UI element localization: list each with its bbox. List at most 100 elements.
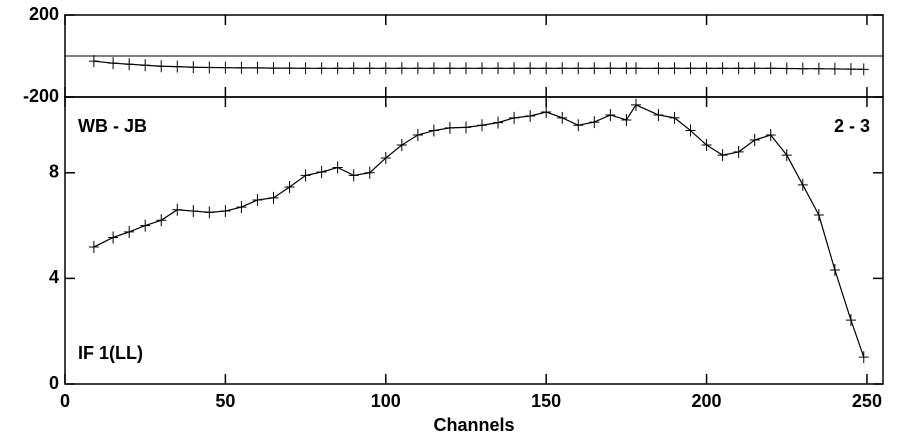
data-point: [124, 225, 135, 238]
data-point: [396, 62, 407, 75]
data-point: [477, 119, 488, 132]
data-point: [300, 62, 311, 75]
data-point: [316, 62, 327, 75]
data-point: [444, 62, 455, 75]
data-point: [380, 62, 391, 75]
data-point: [858, 351, 869, 364]
y-tick-label: 200: [29, 4, 59, 24]
data-point: [268, 191, 279, 204]
data-point: [124, 58, 135, 71]
data-point: [589, 116, 600, 129]
y-tick-label: 0: [49, 373, 59, 393]
data-point: [845, 63, 856, 76]
x-tick-label: 50: [215, 391, 235, 411]
data-point: [236, 201, 247, 214]
data-point: [781, 62, 792, 75]
y-tick-label: 8: [49, 162, 59, 182]
data-point: [204, 206, 215, 219]
data-point: [829, 263, 840, 276]
y-tick-label: 4: [49, 267, 59, 287]
data-point: [858, 63, 869, 76]
x-tick-label: 100: [371, 391, 401, 411]
data-point: [589, 62, 600, 75]
data-point: [630, 98, 641, 111]
data-point: [412, 62, 423, 75]
data-point: [733, 62, 744, 75]
data-point: [188, 61, 199, 74]
data-point: [460, 121, 471, 134]
data-point: [460, 62, 471, 75]
data-point: [845, 314, 856, 327]
data-point: [88, 240, 99, 253]
x-tick-label: 150: [531, 391, 561, 411]
data-point: [88, 55, 99, 68]
data-point: [220, 61, 231, 74]
x-tick-label: 200: [692, 391, 722, 411]
data-point: [669, 111, 680, 124]
data-point: [348, 62, 359, 75]
data-point: [332, 161, 343, 174]
data-point: [621, 62, 632, 75]
data-point: [316, 165, 327, 178]
data-point: [412, 129, 423, 142]
data-point: [701, 62, 712, 75]
data-point: [541, 106, 552, 119]
data-point: [348, 169, 359, 182]
data-point: [236, 61, 247, 74]
data-point: [108, 231, 119, 244]
annotation: WB - JB: [78, 116, 147, 136]
data-point: [765, 62, 776, 75]
data-point: [685, 124, 696, 137]
data-point: [630, 62, 641, 75]
data-point: [605, 108, 616, 121]
data-point: [108, 57, 119, 70]
data-point: [813, 62, 824, 75]
data-point: [653, 108, 664, 121]
data-point: [669, 62, 680, 75]
data-point: [557, 111, 568, 124]
data-point: [284, 181, 295, 194]
data-point: [140, 219, 151, 232]
data-point: [364, 166, 375, 179]
data-point: [525, 62, 536, 75]
data-point: [717, 62, 728, 75]
data-point: [396, 139, 407, 152]
data-point: [573, 119, 584, 132]
data-point: [252, 61, 263, 74]
data-point: [220, 205, 231, 218]
data-point: [284, 62, 295, 75]
data-point: [525, 110, 536, 123]
x-axis-label: Channels: [433, 415, 514, 435]
annotation: IF 1(LL): [78, 343, 143, 363]
data-point: [653, 62, 664, 75]
data-point: [252, 193, 263, 206]
plot-frame: [64, 96, 884, 385]
data-point: [621, 113, 632, 126]
x-tick-label: 0: [60, 391, 70, 411]
data-point: [188, 205, 199, 218]
data-point: [797, 178, 808, 191]
data-point: [557, 62, 568, 75]
data-point: [364, 62, 375, 75]
data-point: [156, 214, 167, 227]
data-point: [701, 139, 712, 152]
data-point: [509, 62, 520, 75]
data-point: [733, 145, 744, 158]
y-tick-label: -200: [23, 86, 59, 106]
data-line: [93, 104, 865, 358]
data-point: [172, 203, 183, 216]
data-point: [573, 62, 584, 75]
data-point: [829, 62, 840, 75]
data-point: [493, 116, 504, 129]
data-point: [781, 149, 792, 162]
data-point: [509, 111, 520, 124]
data-point: [444, 121, 455, 134]
data-point: [172, 60, 183, 73]
data-point: [156, 60, 167, 73]
data-point: [428, 62, 439, 75]
data-point: [140, 59, 151, 72]
data-point: [380, 151, 391, 164]
data-point: [765, 129, 776, 142]
data-point: [717, 149, 728, 162]
